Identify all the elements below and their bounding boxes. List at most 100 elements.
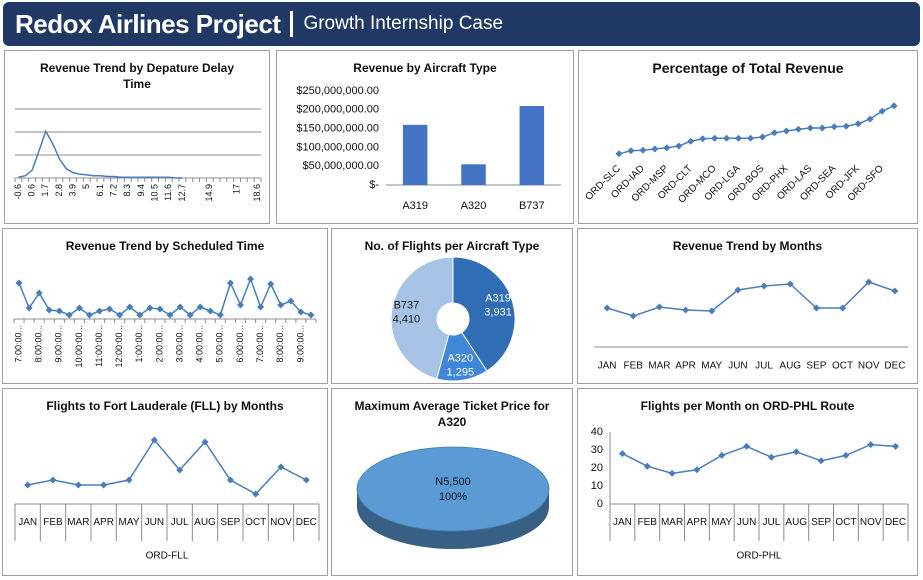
x-tick-label: 2.8 (54, 184, 64, 197)
percent-label: 100% (439, 491, 467, 503)
x-tick-label: 14.9 (204, 184, 214, 202)
x-tick-label: 18.6 (252, 184, 262, 202)
marker (782, 127, 790, 135)
slice-label: A319 (485, 293, 511, 305)
y-tick-label: 10 (591, 480, 603, 492)
marker (136, 311, 144, 319)
y-tick-label: 30 (591, 444, 603, 456)
marker (767, 453, 775, 461)
chart: 0 10 20 30 40 JAN FEB MAR APR MAY JUN JUL AUG SEP OCT N… (591, 426, 909, 562)
x-tick-label: APR (675, 361, 696, 372)
chart-title: Maximum Average Ticket Price for A320 (354, 399, 550, 429)
marker (49, 476, 57, 484)
y-tick-label: $50,000,000.00 (303, 160, 379, 172)
chart-title: Percentage of Total Revenue (652, 60, 844, 76)
y-tick-label: $- (369, 179, 379, 191)
x-tick-label: 3.9 (67, 184, 77, 197)
x-tick-label: 12.7 (177, 184, 187, 202)
line (618, 105, 895, 155)
marker (100, 481, 108, 489)
marker (267, 280, 275, 288)
y-tick-label: $200,000,000.00 (296, 104, 379, 116)
chart-panel: -0.6 0.6 1.7 2.8 3.9 5 6.1 7.2 8.3 9.4 10.5 11.6 12.… (4, 50, 270, 224)
marker (839, 304, 847, 312)
marker (770, 129, 778, 137)
marker (668, 469, 676, 477)
chart: JAN FEB MAR APR MAY JUN JUL AUG SEP OCT NOV DEC (594, 278, 908, 372)
x-tick-label: 17 (231, 184, 241, 194)
line (622, 443, 896, 475)
y-tick-label: 20 (591, 462, 603, 474)
marker (818, 124, 826, 132)
separator (290, 11, 294, 37)
x-tick-label: 2:00:00... (154, 325, 164, 363)
x-tick-label: 8:00:00... (275, 325, 285, 363)
marker (891, 287, 899, 295)
x-tick-label: MAY (701, 361, 722, 372)
x-tick-label: 0.6 (26, 184, 36, 197)
marker (842, 451, 850, 459)
marker (287, 297, 295, 305)
chart: N5,500 100% (356, 446, 550, 549)
marker (699, 135, 707, 143)
marker (615, 150, 623, 158)
marker (247, 275, 255, 283)
x-tick-label: JAN (18, 517, 37, 528)
marker (734, 286, 742, 294)
chart-title: Flights per Month on ORD-PHL Route (640, 399, 855, 413)
marker (150, 436, 158, 444)
marker (854, 120, 862, 128)
x-tick-label: SEP (806, 361, 826, 372)
marker (216, 311, 224, 319)
x-tick-label: 4:00:00... (195, 325, 205, 363)
chart: ORD-SLCORD-IADORD-MSPORD-CLTORD-MCOORD-L… (583, 102, 898, 206)
x-tick-label: A320 (461, 200, 487, 212)
chart: $- $50,000,000.00 $100,000,000.00 $150,000,… (296, 85, 561, 212)
x-axis-title: ORD-PHL (736, 551, 781, 562)
marker (629, 312, 637, 320)
x-tick-label: DEC (885, 517, 906, 528)
x-tick-label: JAN (613, 517, 632, 528)
marker (651, 145, 659, 153)
marker (25, 304, 33, 312)
marker (125, 476, 133, 484)
x-tick-label: JUL (763, 517, 781, 528)
marker (186, 311, 194, 319)
marker (663, 144, 671, 152)
chart-panel: N5,500 100% Maximum Average Ticket Price f… (331, 388, 573, 576)
x-tick-label: 9.4 (136, 184, 146, 197)
x-tick-label: 6.1 (95, 184, 105, 197)
x-tick-label: DEC (296, 517, 317, 528)
marker (277, 301, 285, 309)
pie-top (356, 446, 550, 532)
marker (24, 481, 32, 489)
chart-panel: 7:00:00... 8:00:00... 9:00:00... 10:00:00..… (2, 228, 328, 384)
marker (106, 305, 114, 313)
x-tick-label: 7:00:00... (13, 325, 23, 363)
marker (116, 311, 124, 319)
marker (687, 137, 695, 145)
marker (758, 133, 766, 141)
marker (166, 311, 174, 319)
chart-panel: ORD-SLC ORD-IAD ORD-MSP ORD-CLT ORD-MCO ORD-L… (578, 50, 918, 224)
chart-title: Revenue by Aircraft Type (353, 61, 497, 75)
x-tick-label: 9:00:00... (295, 325, 305, 363)
line (606, 281, 896, 317)
marker (45, 306, 53, 314)
x-tick-label: MAR (661, 517, 683, 528)
marker (257, 303, 265, 311)
marker (65, 311, 73, 319)
header: Redox Airlines Project Growth Internship… (3, 2, 920, 46)
line (18, 276, 312, 316)
x-tick-label: 5 (81, 184, 91, 189)
marker (302, 476, 310, 484)
marker (74, 481, 82, 489)
marker (792, 448, 800, 456)
line (18, 129, 183, 179)
marker (252, 490, 260, 498)
marker (806, 124, 814, 132)
chart: -0.6 0.6 1.7 2.8 3.9 5 6.1 7.2 8.3 9.4 10.5 11.6 12.… (13, 108, 262, 202)
value-label: 1,295 (447, 366, 475, 378)
marker (693, 466, 701, 474)
pie-side (357, 489, 549, 549)
